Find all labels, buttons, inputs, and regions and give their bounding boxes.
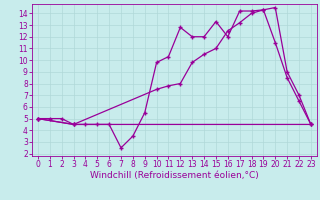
X-axis label: Windchill (Refroidissement éolien,°C): Windchill (Refroidissement éolien,°C) <box>90 171 259 180</box>
